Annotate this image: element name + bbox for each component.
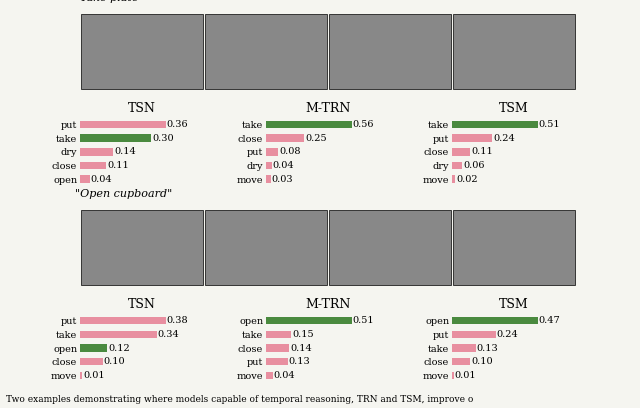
Bar [266,317,351,324]
Bar [452,358,470,366]
Bar [452,372,454,379]
Text: 0.51: 0.51 [353,316,374,325]
Bar [452,162,462,169]
Bar [266,330,291,338]
FancyBboxPatch shape [329,210,451,285]
Text: 0.15: 0.15 [292,330,314,339]
FancyBboxPatch shape [81,210,203,285]
Text: 0.04: 0.04 [273,161,294,170]
Text: 0.11: 0.11 [471,147,493,156]
FancyBboxPatch shape [205,210,327,285]
Text: 0.38: 0.38 [166,316,188,325]
Text: 0.25: 0.25 [305,134,326,143]
Text: 0.24: 0.24 [493,134,515,143]
FancyBboxPatch shape [205,14,327,89]
Text: 0.36: 0.36 [166,120,188,129]
Bar [266,121,351,129]
Bar [452,148,470,155]
Text: 0.24: 0.24 [497,330,518,339]
Text: 0.10: 0.10 [104,357,125,366]
Bar [266,135,304,142]
Text: 0.02: 0.02 [456,175,478,184]
FancyBboxPatch shape [453,210,575,285]
Bar [80,175,90,183]
Bar [452,317,538,324]
Bar [266,162,272,169]
Text: 0.04: 0.04 [273,371,295,380]
Text: 0.14: 0.14 [115,147,136,156]
Bar [452,344,476,352]
Text: "Open cupboard": "Open cupboard" [75,189,172,199]
FancyBboxPatch shape [81,14,203,89]
Text: 0.34: 0.34 [157,330,179,339]
Bar [80,344,107,352]
Bar [266,344,289,352]
Text: "Take plate": "Take plate" [75,0,143,3]
Title: M-TRN: M-TRN [305,102,351,115]
Bar [80,135,151,142]
Bar [80,162,106,169]
Text: 0.03: 0.03 [271,175,293,184]
Text: 0.01: 0.01 [83,371,105,380]
Bar [80,317,166,324]
Text: 0.12: 0.12 [108,344,130,353]
Title: TSN: TSN [128,102,156,115]
FancyBboxPatch shape [453,14,575,89]
Bar [452,121,538,129]
Text: 0.06: 0.06 [463,161,484,170]
Bar [266,148,278,155]
Bar [452,135,492,142]
Text: 0.14: 0.14 [291,344,312,353]
Bar [80,121,166,129]
Bar [80,372,83,379]
Text: 0.51: 0.51 [538,120,560,129]
Bar [266,175,271,183]
Bar [266,372,273,379]
Text: 0.01: 0.01 [455,371,476,380]
Text: 0.13: 0.13 [477,344,499,353]
Text: 0.30: 0.30 [152,134,174,143]
Bar [266,358,288,366]
FancyBboxPatch shape [329,14,451,89]
Text: 0.04: 0.04 [91,175,112,184]
Title: TSM: TSM [499,298,529,311]
Text: 0.08: 0.08 [279,147,301,156]
Text: Two examples demonstrating where models capable of temporal reasoning, TRN and T: Two examples demonstrating where models … [6,395,474,404]
Bar [80,330,157,338]
Bar [80,358,102,366]
Title: TSN: TSN [128,298,156,311]
Text: 0.56: 0.56 [352,120,374,129]
Text: 0.13: 0.13 [289,357,310,366]
Title: M-TRN: M-TRN [305,298,351,311]
Bar [80,148,113,155]
Text: 0.10: 0.10 [471,357,493,366]
Text: 0.47: 0.47 [538,316,560,325]
Bar [452,175,455,183]
Title: TSM: TSM [499,102,529,115]
Bar [452,330,495,338]
Text: 0.11: 0.11 [108,161,129,170]
